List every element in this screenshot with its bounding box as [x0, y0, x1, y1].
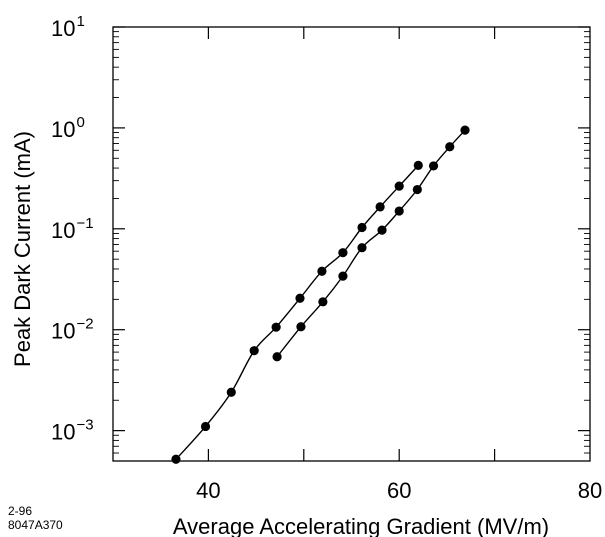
- data-point: [357, 222, 367, 233]
- stamp-code: 8047A370: [8, 518, 63, 532]
- data-point: [249, 346, 259, 356]
- data-point: [296, 322, 306, 332]
- data-point: [394, 181, 404, 191]
- data-point: [445, 142, 455, 152]
- data-point: [413, 160, 423, 171]
- data-point: [272, 352, 282, 362]
- y-tick-exponent: 0: [76, 114, 84, 131]
- plot-frame: [112, 26, 591, 462]
- data-point: [317, 266, 327, 276]
- data-series: [171, 125, 470, 464]
- y-tick-label: 10−3: [51, 417, 94, 445]
- x-tick-label: 40: [196, 478, 220, 503]
- x-tick-label: 80: [578, 478, 602, 503]
- data-point: [171, 454, 181, 464]
- data-point: [428, 161, 439, 171]
- y-axis-label: Peak Dark Current (mA): [10, 131, 35, 367]
- data-point: [338, 271, 348, 281]
- y-tick-base: 10: [51, 16, 75, 41]
- data-point: [357, 243, 367, 253]
- y-tick-base: 10: [51, 117, 75, 142]
- figure-stamp: 2-96 8047A370: [8, 504, 63, 532]
- data-point: [271, 322, 281, 332]
- data-point: [375, 202, 385, 212]
- data-point: [200, 421, 211, 432]
- y-tick-label: 101: [51, 13, 85, 41]
- axis-ticks: [113, 26, 590, 462]
- y-tick-label: 10−2: [51, 316, 94, 344]
- data-point: [338, 248, 348, 258]
- x-tick-labels: 40 60 80: [196, 478, 602, 503]
- y-tick-exponent: −1: [76, 215, 93, 232]
- data-point: [318, 297, 328, 307]
- data-point: [394, 206, 404, 216]
- x-tick-label: 60: [387, 478, 411, 503]
- y-tick-exponent: −2: [76, 316, 93, 333]
- y-tick-exponent: 1: [76, 13, 84, 30]
- y-tick-label: 10−1: [51, 215, 94, 243]
- data-point: [295, 293, 305, 303]
- data-point: [460, 125, 470, 135]
- x-axis-label: Average Accelerating Gradient (MV/m): [173, 514, 549, 537]
- data-point: [226, 387, 236, 397]
- data-point: [412, 184, 422, 195]
- y-tick-base: 10: [51, 218, 75, 243]
- data-point: [377, 225, 387, 235]
- y-tick-base: 10: [51, 420, 75, 445]
- y-tick-base: 10: [51, 319, 75, 344]
- y-tick-exponent: −3: [76, 417, 93, 434]
- stamp-date: 2-96: [8, 504, 33, 518]
- y-tick-label: 100: [51, 114, 85, 142]
